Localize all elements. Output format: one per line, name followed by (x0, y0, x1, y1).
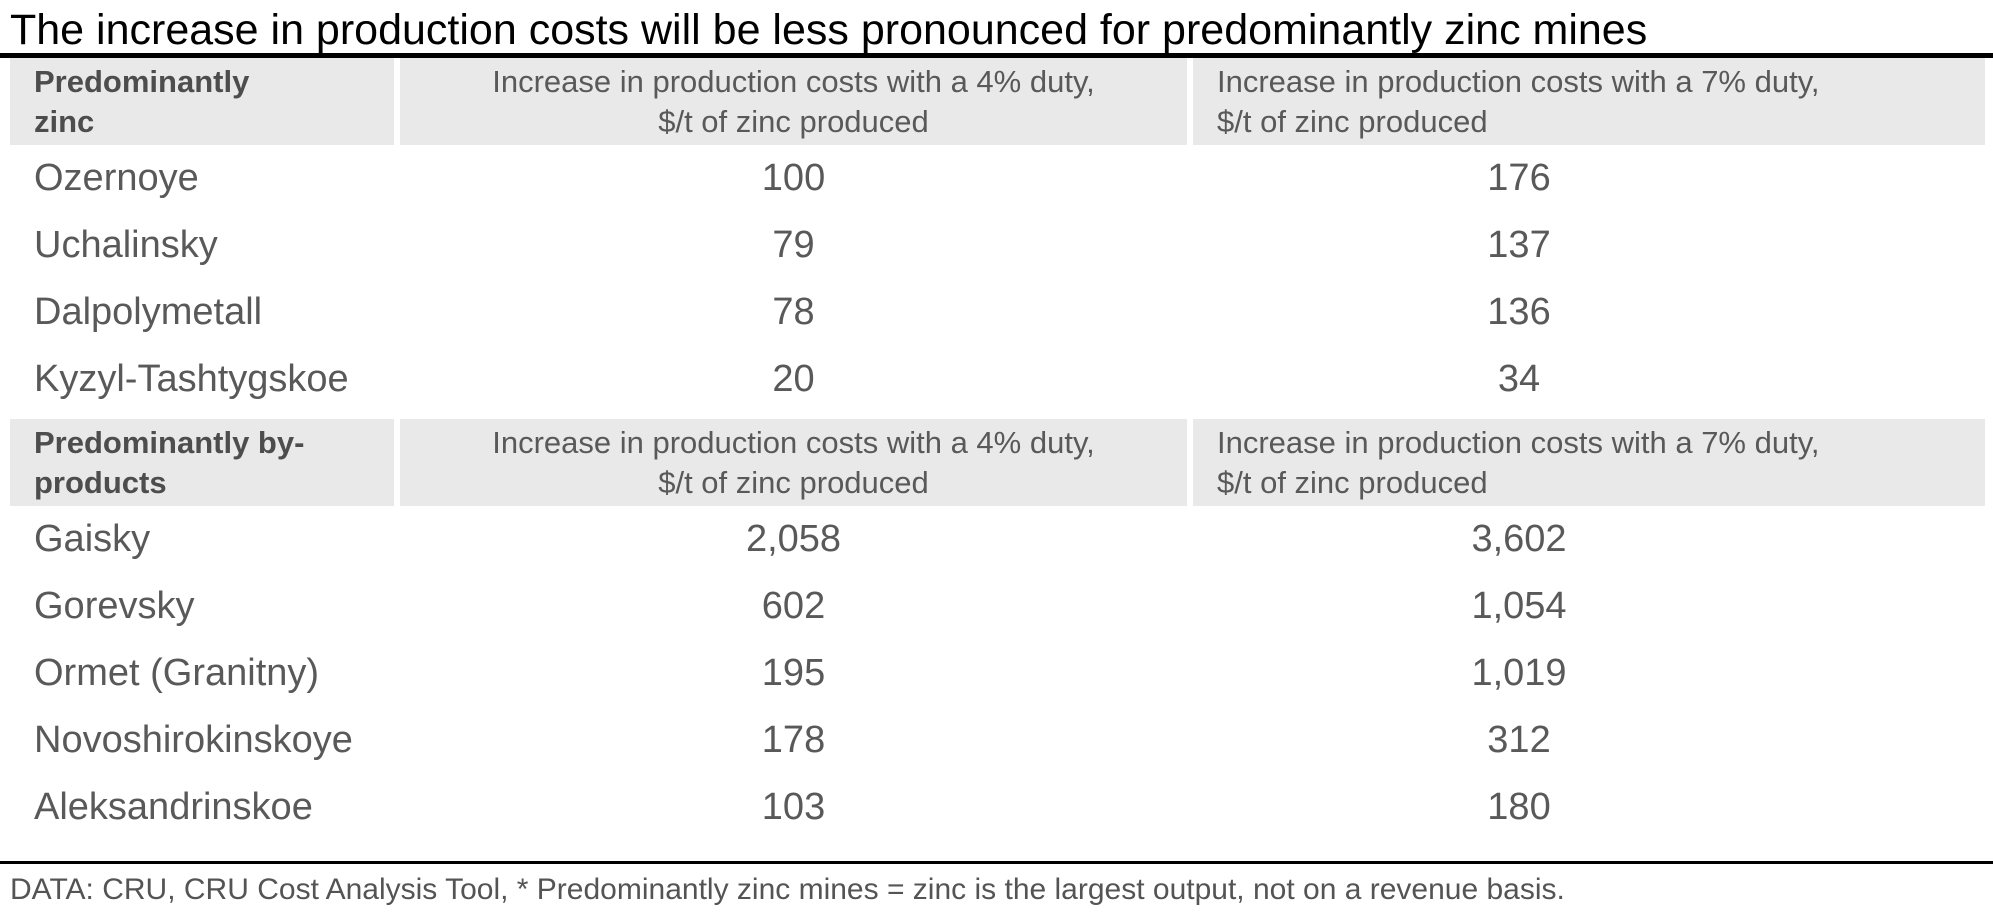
footnote-rule (0, 861, 1993, 864)
column-header-duty4-zinc: Increase in production costs with a 4% d… (400, 58, 1187, 145)
duty4-value: 20 (772, 358, 815, 400)
mine-name: Gaisky (34, 518, 151, 560)
duty7-value: 137 (1487, 224, 1551, 266)
column-header-duty4-line1: Increase in production costs with a 4% d… (492, 64, 1095, 99)
column-header-duty4-line2: $/t of zinc produced (658, 465, 929, 500)
mine-name: Ormet (Granitny) (34, 652, 320, 694)
duty7-value: 176 (1487, 157, 1551, 199)
column-header-duty7-line1: Increase in production costs with a 7% d… (1217, 425, 1820, 460)
mine-name: Uchalinsky (34, 224, 218, 266)
duty7-value: 136 (1487, 291, 1551, 333)
duty4-value: 103 (761, 786, 826, 828)
section-label-predominantly-zinc: Predominantly zinc (10, 58, 394, 145)
duty4-value: 178 (761, 719, 826, 761)
table-row: Uchalinsky 79 137 (10, 212, 1985, 279)
section-label-line1: Predominantly (34, 64, 250, 99)
column-header-duty7-byproducts: Increase in production costs with a 7% d… (1193, 419, 1985, 506)
table-row: Dalpolymetall 78 136 (10, 279, 1985, 346)
column-header-duty7-line2: $/t of zinc produced (1217, 104, 1488, 139)
duty7-value: 180 (1487, 786, 1551, 828)
duty7-value: 3,602 (1471, 518, 1567, 560)
section-label-line2: products (34, 465, 167, 500)
mine-name: Ozernoye (34, 157, 199, 199)
mine-name: Novoshirokinskoye (34, 719, 353, 761)
table-row: Kyzyl-Tashtygskoe 20 34 (10, 346, 1985, 413)
section-header-predominantly-zinc: Predominantly zinc Increase in productio… (10, 58, 1985, 145)
section-header-predominantly-by-products: Predominantly by- products Increase in p… (10, 419, 1985, 506)
duty4-value: 79 (772, 224, 815, 266)
cost-table: Predominantly zinc Increase in productio… (10, 58, 1985, 841)
title-rule (0, 53, 1993, 58)
mine-name: Gorevsky (34, 585, 195, 627)
section-label-line2: zinc (34, 104, 95, 139)
section-label-predominantly-by-products: Predominantly by- products (10, 419, 394, 506)
column-header-duty7-line1: Increase in production costs with a 7% d… (1217, 64, 1820, 99)
table-row: Gaisky 2,058 3,602 (10, 506, 1985, 573)
bottom-spacer (0, 841, 1993, 861)
chart-title: The increase in production costs will be… (10, 6, 1648, 54)
duty7-value: 312 (1487, 719, 1551, 761)
mine-name: Aleksandrinskoe (34, 786, 313, 828)
column-header-duty4-byproducts: Increase in production costs with a 4% d… (400, 419, 1187, 506)
duty4-value: 78 (772, 291, 815, 333)
section-label-line1: Predominantly by- (34, 425, 305, 460)
duty4-value: 2,058 (745, 518, 842, 560)
table-row: Gorevsky 602 1,054 (10, 573, 1985, 640)
data-source-footnote: DATA: CRU, CRU Cost Analysis Tool, * Pre… (10, 873, 1565, 906)
column-header-duty7-line2: $/t of zinc produced (1217, 465, 1488, 500)
duty4-value: 602 (761, 585, 826, 627)
column-header-duty4-line2: $/t of zinc produced (658, 104, 929, 139)
mine-name: Kyzyl-Tashtygskoe (34, 358, 349, 400)
duty7-value: 1,019 (1471, 652, 1567, 694)
column-header-duty4-line1: Increase in production costs with a 4% d… (492, 425, 1095, 460)
table-row: Novoshirokinskoye 178 312 (10, 707, 1985, 774)
duty7-value: 34 (1497, 358, 1541, 400)
duty4-value: 195 (761, 652, 826, 694)
table-row: Ormet (Granitny) 195 1,019 (10, 640, 1985, 707)
mine-name: Dalpolymetall (34, 291, 263, 333)
table-row: Ozernoye 100 176 (10, 145, 1985, 212)
duty7-value: 1,054 (1471, 585, 1567, 627)
duty4-value: 100 (761, 157, 826, 199)
column-header-duty7-zinc: Increase in production costs with a 7% d… (1193, 58, 1985, 145)
table-row: Aleksandrinskoe 103 180 (10, 774, 1985, 841)
